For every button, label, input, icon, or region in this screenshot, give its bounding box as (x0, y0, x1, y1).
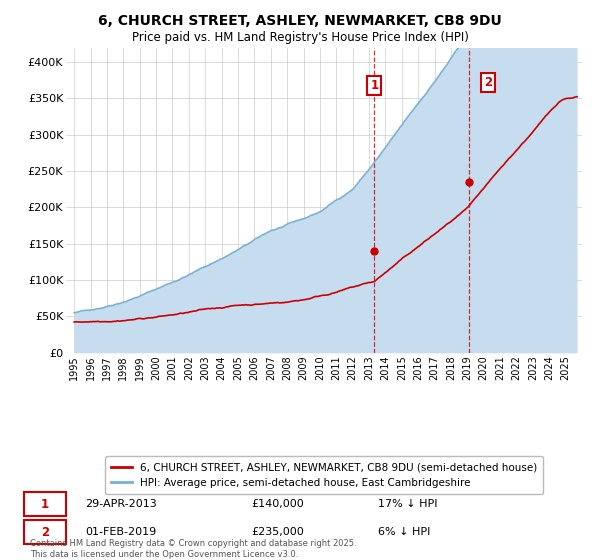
Text: 01-FEB-2019: 01-FEB-2019 (85, 527, 157, 537)
Text: 17% ↓ HPI: 17% ↓ HPI (378, 499, 437, 509)
Text: £235,000: £235,000 (251, 527, 304, 537)
Text: 2: 2 (41, 525, 49, 539)
Text: 1: 1 (370, 79, 379, 92)
FancyBboxPatch shape (25, 520, 66, 544)
Text: 1: 1 (41, 497, 49, 511)
Text: £140,000: £140,000 (251, 499, 304, 509)
Text: 29-APR-2013: 29-APR-2013 (85, 499, 157, 509)
Text: 2: 2 (484, 76, 493, 89)
Text: 6, CHURCH STREET, ASHLEY, NEWMARKET, CB8 9DU: 6, CHURCH STREET, ASHLEY, NEWMARKET, CB8… (98, 14, 502, 28)
FancyBboxPatch shape (25, 492, 66, 516)
Legend: 6, CHURCH STREET, ASHLEY, NEWMARKET, CB8 9DU (semi-detached house), HPI: Average: 6, CHURCH STREET, ASHLEY, NEWMARKET, CB8… (104, 456, 544, 494)
Text: 6% ↓ HPI: 6% ↓ HPI (378, 527, 430, 537)
Text: Contains HM Land Registry data © Crown copyright and database right 2025.
This d: Contains HM Land Registry data © Crown c… (30, 539, 356, 559)
Text: Price paid vs. HM Land Registry's House Price Index (HPI): Price paid vs. HM Land Registry's House … (131, 31, 469, 44)
